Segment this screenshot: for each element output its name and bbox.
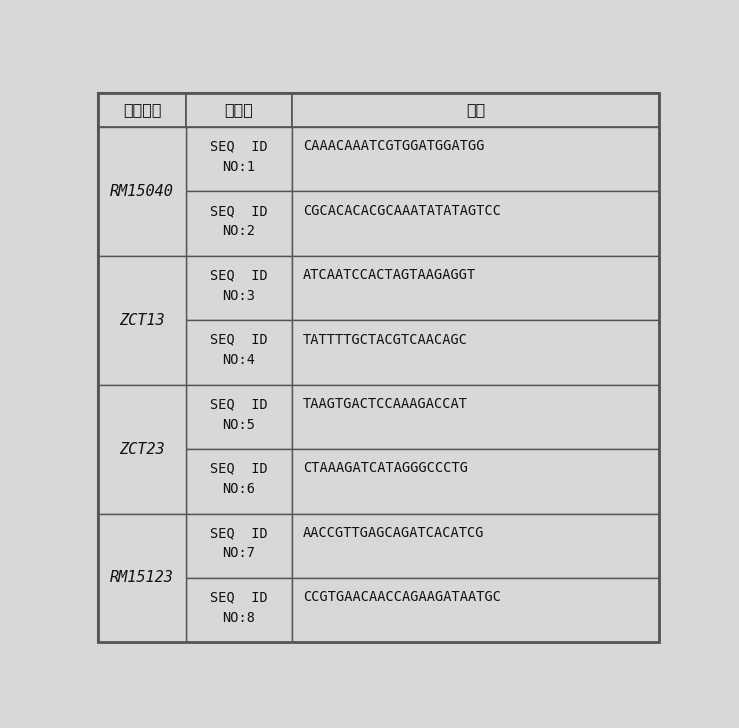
Bar: [292, 127, 659, 191]
Text: SEQ  ID: SEQ ID: [210, 268, 268, 282]
Bar: [292, 449, 659, 513]
Text: TATTTTGCTACGTCAACAGC: TATTTTGCTACGTCAACAGC: [303, 333, 468, 347]
Text: NO:3: NO:3: [222, 289, 256, 303]
Text: SEQ  ID: SEQ ID: [210, 333, 268, 347]
Bar: [186, 320, 292, 384]
Bar: [98, 93, 186, 127]
Text: AACCGTTGAGCAGATCACATCG: AACCGTTGAGCAGATCACATCG: [303, 526, 484, 540]
Bar: [292, 320, 659, 384]
Text: RM15123: RM15123: [110, 571, 174, 585]
Bar: [98, 256, 186, 384]
Bar: [186, 191, 292, 256]
Text: SEQ  ID: SEQ ID: [210, 526, 268, 540]
Text: NO:1: NO:1: [222, 160, 256, 174]
Bar: [186, 513, 292, 578]
Bar: [292, 384, 659, 449]
Text: CAAACAAATCGTGGATGGATGG: CAAACAAATCGTGGATGGATGG: [303, 140, 484, 154]
Text: SEQ  ID: SEQ ID: [210, 204, 268, 218]
Bar: [292, 93, 659, 127]
Bar: [186, 127, 292, 191]
Text: NO:8: NO:8: [222, 611, 256, 625]
Text: ZCT23: ZCT23: [120, 442, 165, 456]
Text: RM15040: RM15040: [110, 184, 174, 199]
Bar: [186, 384, 292, 449]
Text: 序列: 序列: [466, 103, 486, 117]
Bar: [186, 256, 292, 320]
Text: ZCT13: ZCT13: [120, 313, 165, 328]
Text: 引物名称: 引物名称: [123, 103, 161, 117]
Text: NO:2: NO:2: [222, 224, 256, 239]
Text: NO:4: NO:4: [222, 353, 256, 367]
Text: SEQ  ID: SEQ ID: [210, 462, 268, 475]
Text: 序列号: 序列号: [225, 103, 253, 117]
Bar: [292, 256, 659, 320]
Text: ATCAATCCACTAGTAAGAGGT: ATCAATCCACTAGTAAGAGGT: [303, 268, 476, 282]
Bar: [292, 578, 659, 642]
Bar: [186, 93, 292, 127]
Bar: [98, 513, 186, 642]
Text: CGCACACACGCAAATATATAGTCC: CGCACACACGCAAATATATAGTCC: [303, 204, 501, 218]
Text: TAAGTGACTCCAAAGACCAT: TAAGTGACTCCAAAGACCAT: [303, 397, 468, 411]
Text: CCGTGAACAACCAGAAGATAATGC: CCGTGAACAACCAGAAGATAATGC: [303, 590, 501, 604]
Text: SEQ  ID: SEQ ID: [210, 397, 268, 411]
Bar: [292, 513, 659, 578]
Bar: [98, 127, 186, 256]
Bar: [292, 191, 659, 256]
Text: CTAAAGATCATAGGGCCCTG: CTAAAGATCATAGGGCCCTG: [303, 462, 468, 475]
Text: NO:5: NO:5: [222, 418, 256, 432]
Text: SEQ  ID: SEQ ID: [210, 590, 268, 604]
Bar: [186, 578, 292, 642]
Text: NO:7: NO:7: [222, 547, 256, 561]
Bar: [98, 384, 186, 513]
Bar: [186, 449, 292, 513]
Text: SEQ  ID: SEQ ID: [210, 140, 268, 154]
Text: NO:6: NO:6: [222, 482, 256, 496]
